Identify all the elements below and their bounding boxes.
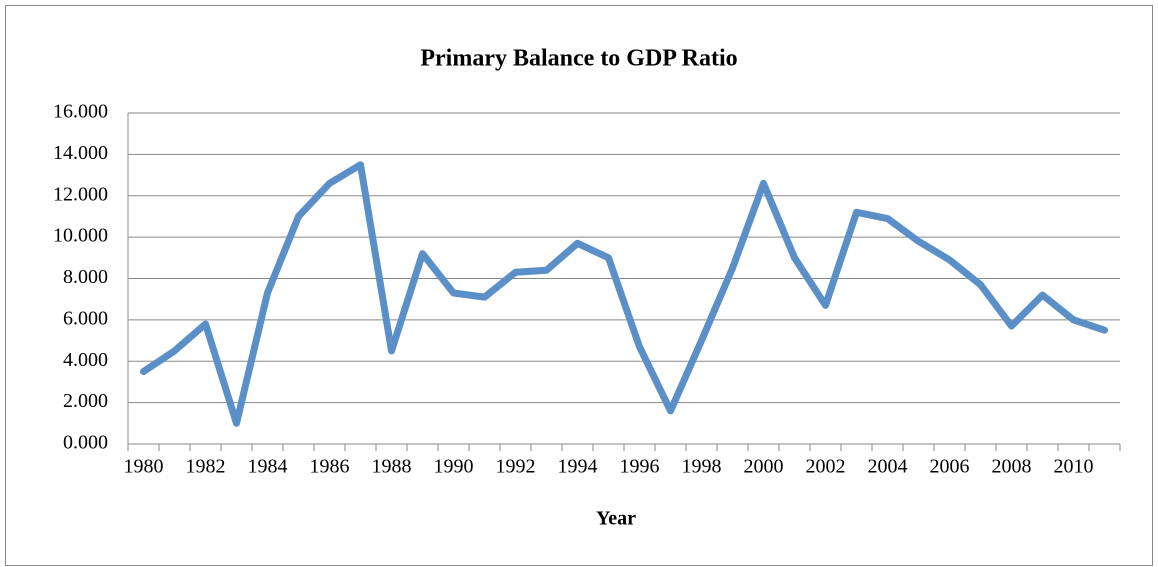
x-tick-label: 1992	[496, 456, 536, 478]
x-tick-label: 1984	[248, 456, 288, 478]
x-axis-label: Year	[596, 508, 636, 530]
y-tick-label: 10.000	[53, 225, 108, 247]
y-tick-label: 4.000	[63, 349, 108, 371]
x-tick-label: 2008	[992, 456, 1032, 478]
y-tick-label: 2.000	[63, 390, 108, 412]
y-tick-label: 14.000	[53, 142, 108, 164]
chart-frame	[5, 5, 1153, 566]
x-tick-label: 1988	[372, 456, 412, 478]
y-tick-label: 16.000	[53, 101, 108, 123]
x-tick-label: 1986	[310, 456, 350, 478]
x-tick-label: 1996	[620, 456, 660, 478]
x-tick-label: 2010	[1054, 456, 1094, 478]
x-tick-label: 1980	[124, 456, 164, 478]
x-tick-label: 2002	[806, 456, 846, 478]
x-tick-label: 1994	[558, 456, 598, 478]
y-tick-label: 6.000	[63, 307, 108, 329]
x-tick-label: 1982	[186, 456, 226, 478]
data-line	[140, 161, 1108, 427]
y-tick-label: 0.000	[63, 432, 108, 454]
x-tick-label: 1990	[434, 456, 474, 478]
y-tick-label: 8.000	[63, 266, 108, 288]
x-tick-label: 2000	[744, 456, 784, 478]
y-tick-label: 12.000	[53, 183, 108, 205]
chart-title: Primary Balance to GDP Ratio	[420, 46, 737, 72]
x-tick-label: 2004	[868, 456, 908, 478]
x-tick-label: 1998	[682, 456, 722, 478]
x-tick-label: 2006	[930, 456, 970, 478]
